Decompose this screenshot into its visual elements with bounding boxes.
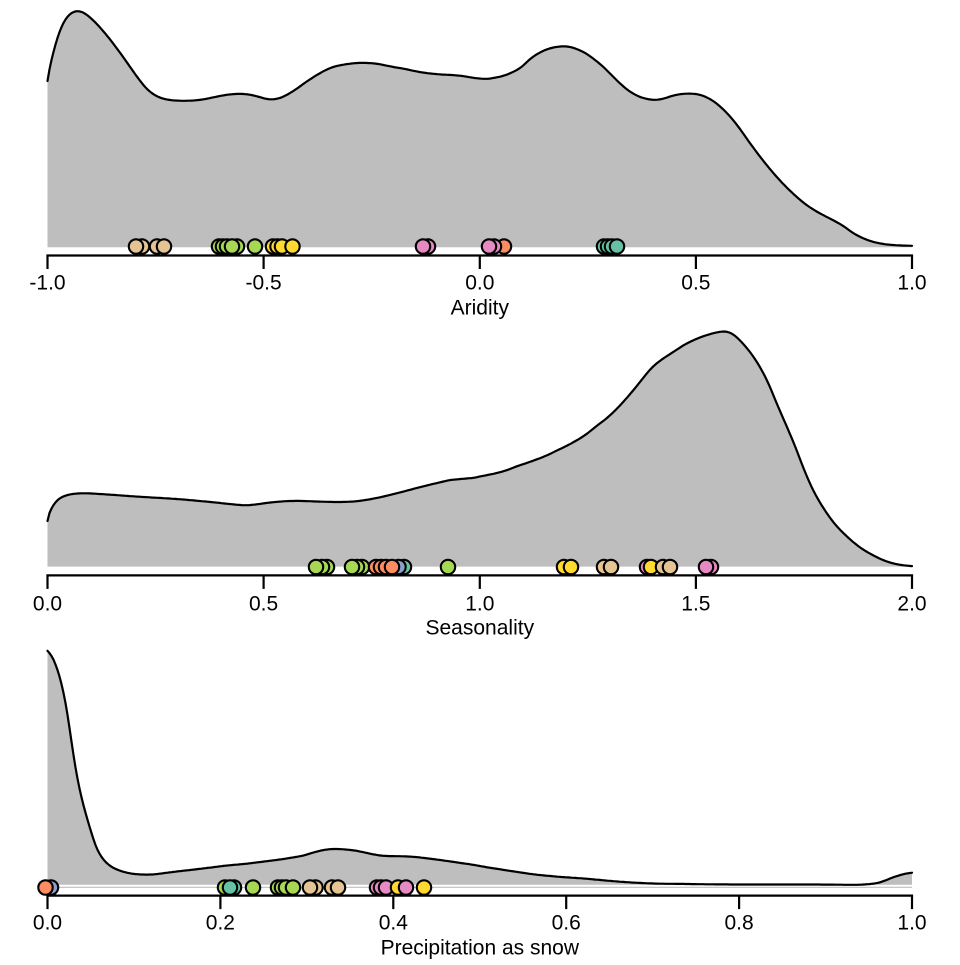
svg-text:0.5: 0.5 [681,272,710,295]
svg-text:0.2: 0.2 [206,912,235,935]
svg-text:0.8: 0.8 [724,912,753,935]
svg-text:0.0: 0.0 [465,272,494,295]
svg-text:1.5: 1.5 [681,592,710,615]
svg-text:Aridity: Aridity [451,297,510,320]
svg-text:1.0: 1.0 [897,912,926,935]
svg-text:Seasonality: Seasonality [426,617,535,640]
svg-text:-0.5: -0.5 [246,272,282,295]
svg-text:2.0: 2.0 [897,592,926,615]
svg-text:1.0: 1.0 [897,272,926,295]
svg-text:0.0: 0.0 [33,592,62,615]
svg-text:0.4: 0.4 [379,912,409,935]
svg-text:0.6: 0.6 [552,912,581,935]
svg-text:Precipitation as snow: Precipitation as snow [381,937,580,960]
svg-text:1.0: 1.0 [465,592,494,615]
svg-text:0.0: 0.0 [33,912,62,935]
svg-text:0.5: 0.5 [249,592,278,615]
svg-text:-1.0: -1.0 [29,272,65,295]
